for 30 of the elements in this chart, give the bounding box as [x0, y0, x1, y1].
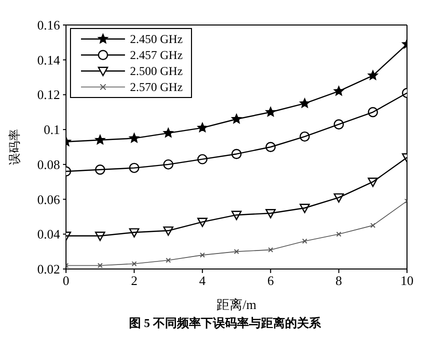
y-tick-label: 0.12	[37, 87, 60, 102]
x-tick-label: 0	[62, 273, 70, 288]
point	[234, 248, 240, 254]
y-tick-label: 0.04	[37, 226, 60, 242]
point	[370, 222, 376, 228]
legend-label: 2.570 GHz	[130, 80, 183, 94]
point	[302, 238, 308, 244]
y-axis-title: 误码率	[7, 129, 22, 165]
point	[200, 252, 205, 258]
x-axis-title: 距离/m	[216, 297, 256, 312]
text: 图 5 不同频率下误码率与距离的关系	[128, 315, 322, 332]
y-tick-label: 0.1	[44, 122, 60, 138]
point	[268, 247, 274, 252]
x-tick-label: 8	[336, 273, 342, 288]
x-tick-label: 10	[400, 273, 414, 288]
y-tick-label: 0.06	[37, 192, 60, 207]
y-tick-label: 0.08	[37, 156, 60, 172]
legend-label: 2.450 GHz	[130, 32, 183, 46]
x-tick-label: 4	[199, 273, 206, 288]
x-tick-label: 2	[130, 273, 138, 288]
point	[98, 262, 103, 268]
x-tick-label: 6	[267, 273, 274, 288]
y-tick-label: 0.16	[37, 18, 60, 32]
y-tick-label: 0.02	[37, 262, 60, 276]
point	[336, 232, 342, 237]
point	[166, 258, 171, 263]
legend-label: 2.457 GHz	[130, 48, 183, 62]
point	[132, 261, 137, 266]
legend-label: 2.500 GHz	[130, 64, 183, 78]
y-tick-label: 0.14	[37, 52, 60, 68]
